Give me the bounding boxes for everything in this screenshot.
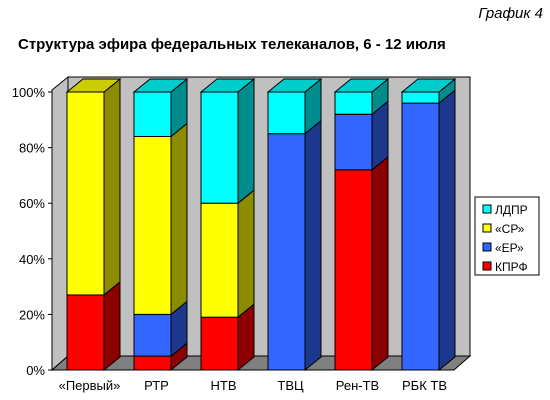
legend-swatch — [482, 223, 492, 233]
bar-segment — [200, 202, 239, 318]
bars-group — [65, 77, 457, 372]
x-axis: «Первый» РТР НТВ ТВЦ Рен-ТВ РБК ТВ — [59, 378, 447, 393]
bar-segment — [334, 169, 373, 371]
bar-top — [65, 78, 122, 93]
x-tick-label: НТВ — [211, 378, 237, 393]
bar-segment-side — [170, 122, 188, 316]
bar-segment — [334, 91, 373, 115]
bar-segment-side — [237, 77, 255, 205]
y-axis: 0% 20% 40% 60% 80% 100% — [12, 85, 52, 378]
bar-segment — [200, 316, 239, 371]
bar-segment — [401, 102, 440, 371]
bar-top — [400, 78, 457, 93]
bar-segment — [133, 91, 172, 137]
x-tick-label: Рен-ТВ — [336, 378, 379, 393]
y-tick-label: 20% — [19, 307, 45, 322]
x-tick-label: ТВЦ — [277, 378, 304, 393]
y-tick-label: 100% — [12, 85, 46, 100]
x-tick-label: РБК ТВ — [402, 378, 447, 393]
legend-label: «СР» — [495, 222, 525, 236]
bar-segment — [267, 91, 306, 135]
bar-segment-side — [304, 119, 322, 372]
bar-segment — [401, 91, 440, 104]
bar-segment — [66, 91, 105, 296]
legend-swatch — [482, 242, 492, 252]
bar-top — [199, 78, 256, 93]
y-tick-label: 0% — [26, 363, 45, 378]
bar-segment — [133, 135, 172, 315]
y-tick-label: 80% — [19, 141, 45, 156]
bar-segment — [133, 355, 172, 371]
bar-top — [132, 78, 189, 93]
side-wall — [51, 75, 69, 372]
bar-segment-side — [103, 280, 121, 372]
bar-segment — [267, 133, 306, 371]
y-tick-label: 40% — [19, 252, 45, 267]
bar-segment — [66, 294, 105, 371]
graph-number-label: График 4 — [478, 5, 543, 22]
x-tick-label: «Первый» — [59, 378, 121, 393]
bar-segment-side — [371, 155, 389, 372]
legend-swatch — [482, 261, 492, 271]
y-tick-label: 60% — [19, 196, 45, 211]
chart-title: Структура эфира федеральных телеканалов,… — [18, 36, 446, 53]
bar-segment-side — [103, 77, 121, 296]
x-tick-label: РТР — [144, 378, 169, 393]
legend-label: КПРФ — [495, 260, 528, 274]
bar-top — [333, 78, 390, 93]
legend-label: ЛДПР — [495, 203, 528, 217]
bar-segment — [200, 91, 239, 204]
bar-segment — [334, 113, 373, 171]
bar-segment-side — [237, 189, 255, 319]
bar-segment-side — [438, 89, 456, 372]
legend: ЛДПР «СР» «ЕР» КПРФ — [474, 196, 540, 276]
bar-segment — [133, 313, 172, 357]
legend-label: «ЕР» — [495, 241, 524, 255]
bar-top — [266, 78, 323, 93]
legend-swatch — [482, 204, 492, 214]
